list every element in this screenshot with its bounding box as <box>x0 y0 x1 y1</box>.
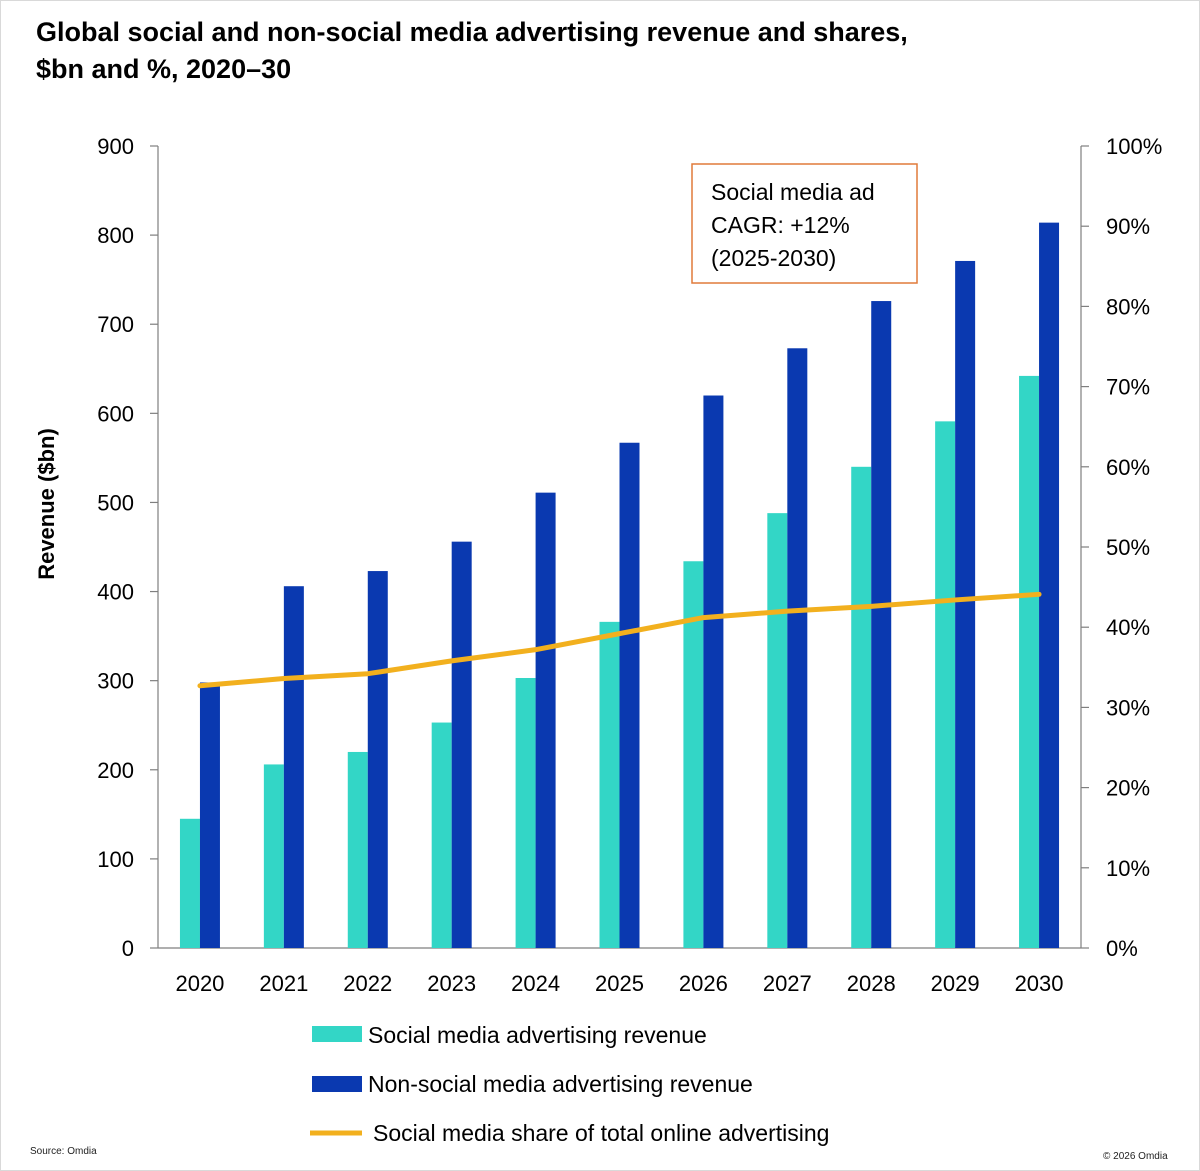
y-tick-label: 0 <box>122 936 134 961</box>
y-tick-label: 800 <box>97 223 134 248</box>
legend-swatch-non-social <box>312 1076 362 1092</box>
bar-social <box>683 561 704 948</box>
y-tick-label: 600 <box>97 401 134 426</box>
x-tick-label: 2028 <box>847 971 896 996</box>
bars-group <box>179 222 1060 948</box>
x-tick-label: 2027 <box>763 971 812 996</box>
bar-non-social <box>619 442 640 948</box>
bar-social <box>767 513 788 948</box>
y2-tick-label: 40% <box>1106 615 1150 640</box>
bar-non-social <box>955 260 976 948</box>
x-tick-label: 2021 <box>259 971 308 996</box>
y-tick-label: 300 <box>97 669 134 694</box>
y-tick-label: 500 <box>97 490 134 515</box>
bar-social <box>263 764 284 948</box>
legend-label-share: Social media share of total online adver… <box>373 1120 829 1146</box>
x-tick-label: 2023 <box>427 971 476 996</box>
annotation-text: Social media ad <box>711 179 875 205</box>
bar-social <box>851 466 872 948</box>
copyright-note: © 2026 Omdia <box>1103 1151 1168 1162</box>
y2-tick-label: 0% <box>1106 936 1138 961</box>
annotation-group: Social media ad CAGR: +12% (2025-2030) <box>691 163 918 284</box>
bar-social <box>935 421 956 948</box>
y2-tick-label: 70% <box>1106 375 1150 400</box>
bar-social <box>515 677 536 948</box>
x-tick-label: 2020 <box>175 971 224 996</box>
share-series-line <box>197 591 1042 689</box>
y-axis-label: Revenue ($bn) <box>34 428 59 580</box>
x-tick-label: 2026 <box>679 971 728 996</box>
y2-tick-label: 30% <box>1106 695 1150 720</box>
y2-tick-label: 100% <box>1106 134 1162 159</box>
y2-tick-label: 80% <box>1106 294 1150 319</box>
legend-swatch-social <box>312 1026 362 1042</box>
x-tick-label: 2025 <box>595 971 644 996</box>
x-tick-label: 2024 <box>511 971 560 996</box>
bar-non-social <box>199 682 220 948</box>
y-tick-label: 900 <box>97 134 134 159</box>
legend-label-social: Social media advertising revenue <box>368 1022 707 1048</box>
chart-title: Global social and non-social media adver… <box>36 14 1156 88</box>
bar-non-social <box>451 541 472 948</box>
annotation-text: CAGR: +12% <box>711 212 850 238</box>
legend-group: Social media advertising revenue Non-soci… <box>310 1022 829 1146</box>
bar-social <box>179 818 200 948</box>
source-note: Source: Omdia <box>30 1146 97 1157</box>
y-tick-label: 100 <box>97 847 134 872</box>
y-tick-label: 400 <box>97 580 134 605</box>
bar-non-social <box>787 348 808 948</box>
annotation-box <box>691 163 918 284</box>
bar-non-social <box>1039 222 1060 948</box>
tick-labels-group: 0 100 200 300 400 500 600 700 800 900 0% 10% 20% 30% 4… <box>97 134 1162 996</box>
legend-label-non-social: Non-social media advertising revenue <box>368 1071 753 1097</box>
bar-non-social <box>367 571 388 948</box>
chart-title-line-1: Global social and non-social media adver… <box>36 17 908 47</box>
y-tick-label: 200 <box>97 758 134 783</box>
y2-tick-label: 50% <box>1106 535 1150 560</box>
bar-non-social <box>535 492 556 948</box>
y-tick-label: 700 <box>97 312 134 337</box>
y2-tick-label: 90% <box>1106 214 1150 239</box>
share-line-group <box>197 591 1042 689</box>
bar-non-social <box>283 586 304 948</box>
x-tick-label: 2030 <box>1015 971 1064 996</box>
bar-social <box>599 621 620 948</box>
x-tick-label: 2022 <box>343 971 392 996</box>
bar-social <box>1019 375 1040 948</box>
x-tick-label: 2029 <box>931 971 980 996</box>
y2-tick-label: 60% <box>1106 455 1150 480</box>
annotation-text: (2025-2030) <box>711 245 836 271</box>
y2-tick-label: 20% <box>1106 776 1150 801</box>
chart-title-line-2: $bn and %, 2020–30 <box>36 54 292 84</box>
bar-non-social <box>703 395 724 948</box>
y2-tick-label: 10% <box>1106 856 1150 881</box>
bar-social <box>431 722 452 948</box>
bar-social <box>347 751 368 948</box>
bar-non-social <box>871 301 892 948</box>
